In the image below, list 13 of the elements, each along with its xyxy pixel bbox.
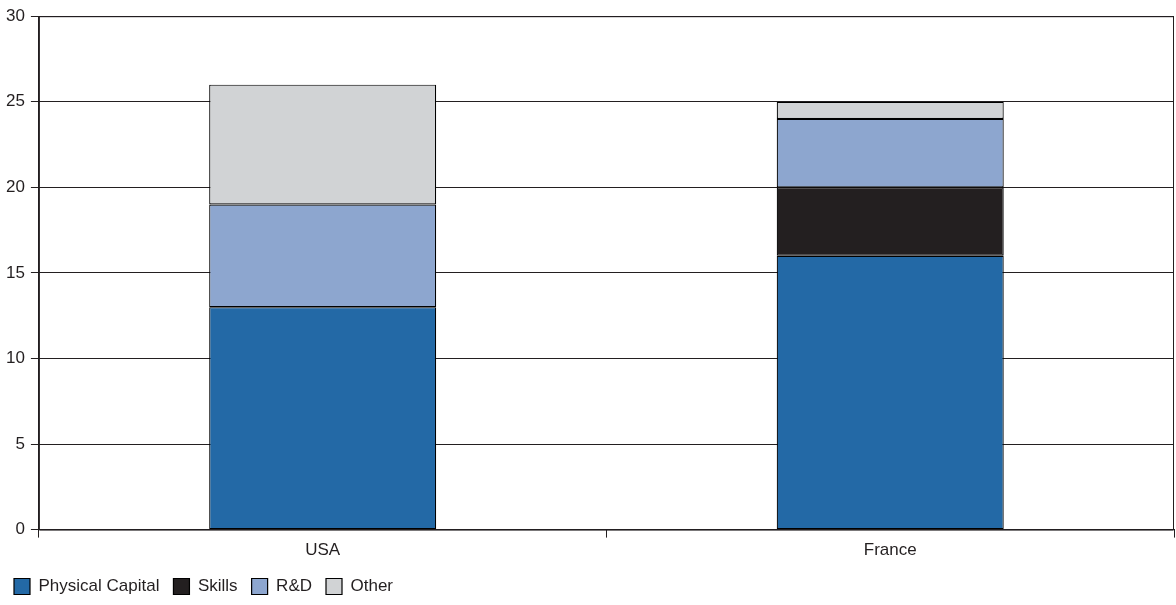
y-tick-label: 5	[15, 433, 25, 453]
y-tick-label: 0	[15, 519, 25, 539]
legend-label: Skills	[197, 576, 238, 596]
legend-label: R&D	[276, 576, 313, 596]
x-tick-label: USA	[305, 540, 341, 560]
legend-label: Other	[350, 576, 394, 596]
x-tick-label: France	[863, 540, 917, 560]
y-tick-label: 10	[5, 348, 25, 368]
legend-label: Physical Capital	[38, 576, 160, 596]
y-tick-label: 25	[5, 91, 25, 111]
y-tick-label: 30	[5, 5, 25, 25]
y-tick-label: 15	[5, 262, 25, 282]
y-tick-label: 20	[5, 177, 25, 197]
